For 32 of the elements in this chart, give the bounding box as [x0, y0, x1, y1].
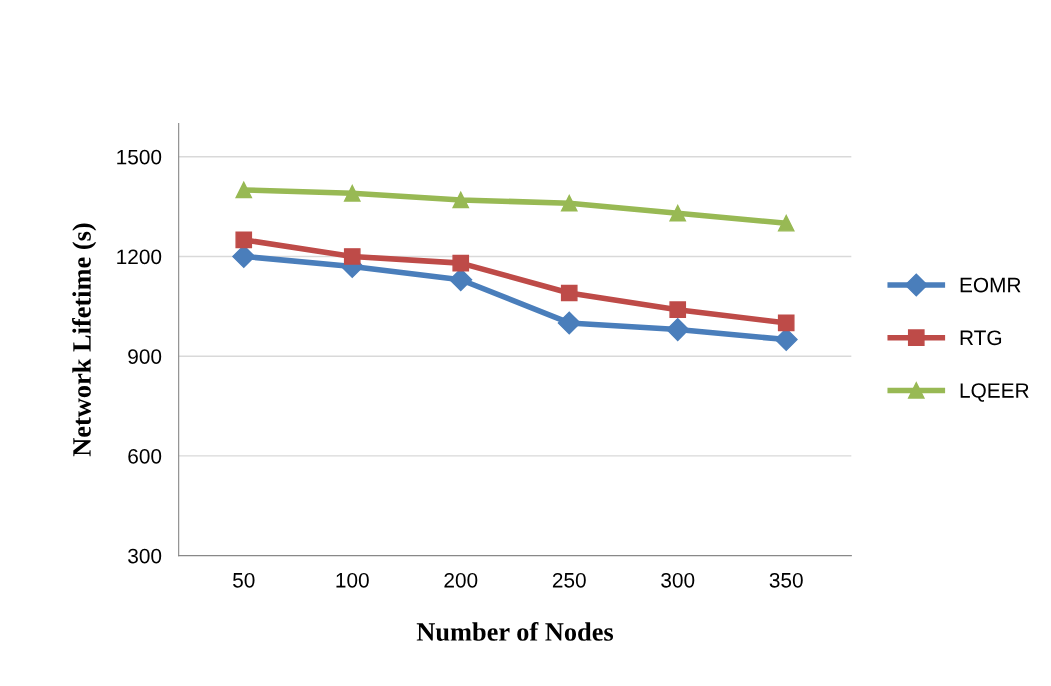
point — [669, 204, 687, 222]
x-axis-title: Number of Nodes — [416, 622, 614, 641]
point — [557, 311, 581, 335]
y-tick-label: 600 — [128, 448, 162, 464]
x-tick-label: 200 — [444, 572, 478, 588]
point — [777, 314, 795, 332]
point — [235, 181, 253, 199]
point — [777, 214, 795, 232]
x-tick-label: 100 — [336, 572, 369, 588]
point — [449, 268, 473, 292]
point — [452, 191, 470, 209]
point — [343, 248, 361, 265]
point — [560, 284, 578, 302]
y-tick-label: 1200 — [117, 249, 162, 265]
point — [452, 254, 470, 272]
y-tick-label: 900 — [128, 349, 162, 364]
y-tick-label: 300 — [128, 548, 162, 564]
point — [560, 194, 578, 212]
x-tick-label: 350 — [769, 572, 803, 588]
point — [666, 318, 690, 342]
point — [774, 328, 798, 352]
legend-label: RTG — [960, 330, 1002, 346]
x-tick-label: 300 — [661, 572, 695, 588]
x-tick-label: 250 — [552, 572, 586, 588]
point — [343, 184, 361, 202]
y-axis-title: Network Lifetime (s) — [72, 223, 97, 457]
point — [235, 231, 253, 249]
point — [669, 301, 687, 318]
legend-label: EOMR — [960, 277, 1021, 293]
y-tick-label: 1500 — [117, 149, 162, 165]
x-tick-label: 50 — [233, 572, 255, 588]
legend-label: LQEER — [960, 383, 1029, 402]
